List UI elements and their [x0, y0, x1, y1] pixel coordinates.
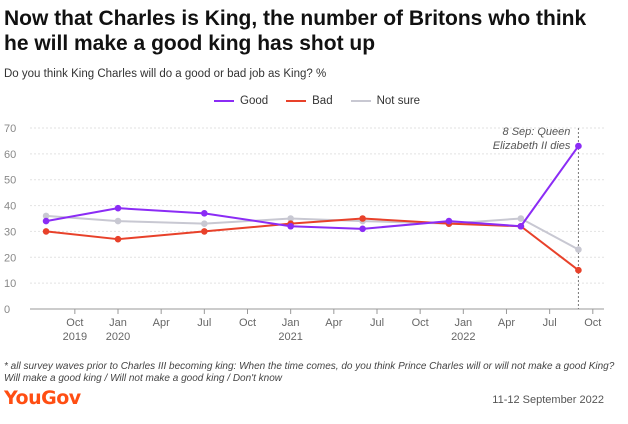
- data-point-bad: [201, 228, 208, 235]
- annotation-text-line2: Elizabeth II dies: [493, 140, 571, 152]
- y-tick-label: 60: [4, 149, 16, 161]
- data-point-bad: [359, 215, 366, 222]
- legend: Good Bad Not sure: [214, 95, 420, 107]
- y-tick-label: 0: [4, 304, 10, 316]
- x-tick-label: Apr: [498, 317, 515, 329]
- x-year-label: 2021: [278, 331, 302, 343]
- chart-subtitle: Do you think King Charles will do a good…: [4, 68, 327, 80]
- footnote: * all survey waves prior to Charles III …: [4, 361, 615, 384]
- x-tick-label: Jul: [543, 317, 557, 329]
- y-tick-label: 10: [4, 278, 16, 290]
- x-tick-label: Jan: [454, 317, 472, 329]
- x-tick-label: Apr: [153, 317, 170, 329]
- data-point-good: [359, 225, 366, 233]
- x-tick-label: Oct: [239, 317, 256, 329]
- x-year-label: 2019: [63, 331, 87, 343]
- legend-label-good: Good: [240, 95, 269, 107]
- series-line-good: [45, 145, 580, 230]
- data-point-good: [42, 217, 50, 225]
- x-tick-label: Oct: [584, 317, 601, 329]
- data-point-good: [114, 204, 122, 212]
- x-tick-label: Oct: [412, 317, 429, 329]
- data-point-not-sure: [201, 220, 208, 227]
- x-year-label: 2020: [106, 331, 130, 343]
- legend-label-not-sure: Not sure: [376, 95, 421, 107]
- legend-swatch-bad: [286, 100, 307, 102]
- legend-item-good: Good: [214, 95, 268, 107]
- x-tick-label: Jan: [282, 317, 300, 329]
- annotation-text-line1: 8 Sep: Queen: [503, 126, 571, 138]
- data-point-bad: [114, 235, 122, 243]
- y-tick-label: 40: [4, 201, 16, 213]
- data-point-good: [201, 210, 208, 217]
- x-tick-label: Apr: [325, 317, 342, 329]
- data-point-bad: [42, 228, 50, 235]
- data-point-bad: [575, 266, 582, 274]
- x-tick-label: Jan: [109, 317, 127, 329]
- data-point-good: [445, 217, 453, 225]
- legend-swatch-not-sure: [350, 100, 371, 102]
- legend-label-bad: Bad: [312, 95, 333, 107]
- x-tick-label: Oct: [66, 317, 83, 329]
- legend-item-bad: Bad: [286, 95, 333, 107]
- data-point-not-sure: [287, 215, 294, 222]
- data-point-not-sure: [575, 246, 582, 253]
- data-point-good: [517, 222, 525, 230]
- y-tick-label: 70: [4, 123, 16, 135]
- yougov-logo: YouGov: [4, 387, 81, 409]
- y-tick-label: 30: [4, 226, 16, 238]
- legend-item-not-sure: Not sure: [350, 95, 421, 107]
- series-line-not-sure: [45, 214, 579, 251]
- x-tick-label: Jul: [370, 317, 384, 329]
- data-point-not-sure: [114, 217, 122, 225]
- data-point-not-sure: [42, 212, 50, 220]
- legend-swatch-good: [214, 100, 234, 102]
- x-tick-label: Jul: [197, 317, 211, 329]
- x-year-label: 2022: [451, 331, 475, 343]
- y-tick-label: 50: [4, 175, 16, 187]
- data-point-good: [287, 222, 294, 230]
- data-point-not-sure: [517, 215, 525, 222]
- fieldwork-date: 11-12 September 2022: [492, 394, 604, 406]
- y-tick-label: 20: [4, 252, 16, 264]
- chart-title: Now that Charles is King, the number of …: [4, 7, 587, 55]
- data-point-good: [575, 142, 582, 150]
